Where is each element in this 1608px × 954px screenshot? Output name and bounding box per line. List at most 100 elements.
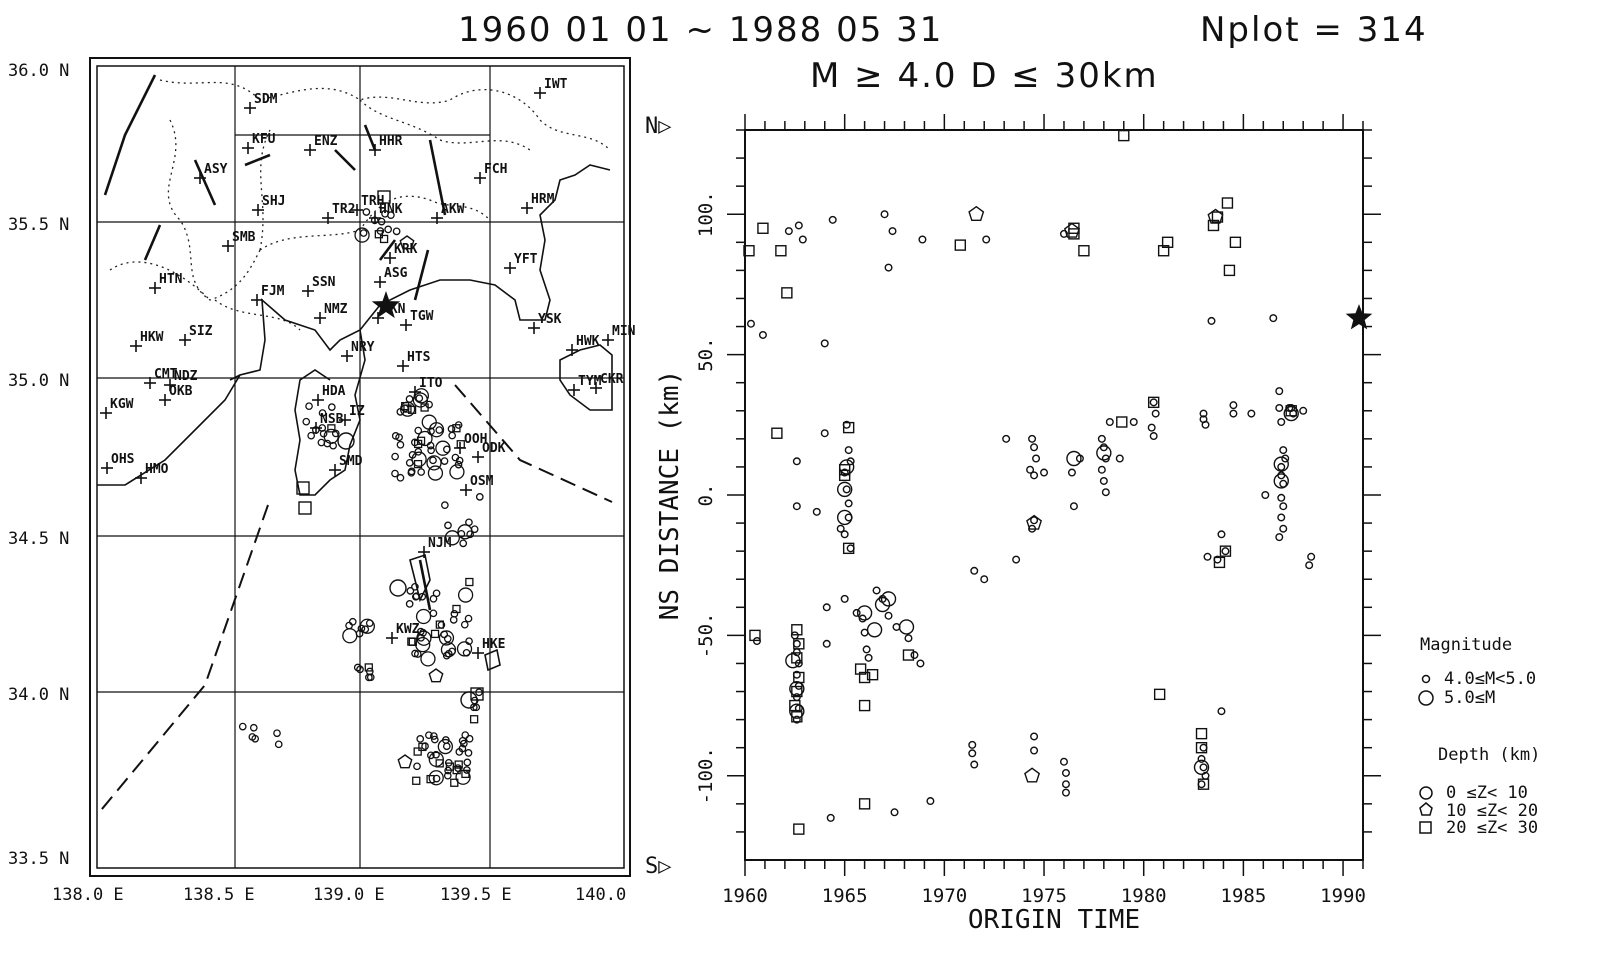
quake-point-deep bbox=[854, 663, 867, 675]
map-epicenter-deep bbox=[465, 577, 474, 587]
station-label: TYM bbox=[578, 374, 602, 389]
chart-period-title: 1960 01 01 ~ 1988 05 31 bbox=[458, 10, 944, 50]
quake-point-large bbox=[838, 459, 855, 475]
south-marker: S▷ bbox=[645, 854, 672, 879]
quake-point-small bbox=[1279, 502, 1288, 511]
map-epicenter-small bbox=[465, 518, 473, 527]
mainshock-star-map bbox=[371, 291, 401, 319]
y-tick-label: -100. bbox=[695, 747, 717, 804]
map-epicenter-small bbox=[377, 217, 386, 226]
station-label: ENZ bbox=[314, 134, 338, 149]
quake-point-small bbox=[1199, 409, 1208, 418]
map-epicenter-small bbox=[411, 582, 419, 591]
map-epicenter-deep bbox=[452, 765, 461, 775]
map-epicenter-deep bbox=[364, 663, 373, 672]
quake-point-small bbox=[826, 813, 835, 822]
station-label: SMD bbox=[339, 454, 363, 469]
map-epicenter-large bbox=[457, 524, 473, 540]
quake-point-small bbox=[822, 639, 831, 648]
map-epicenter-small bbox=[425, 400, 433, 409]
quake-point-small bbox=[864, 653, 873, 662]
legend-depth-title: Depth (km) bbox=[1438, 745, 1540, 765]
map-epicenter-small bbox=[429, 732, 438, 740]
map-epicenter-small bbox=[357, 624, 366, 633]
legend-mag-large-symbol bbox=[1418, 690, 1434, 706]
station-label: NMZ bbox=[324, 302, 348, 317]
lon-label-139-5: 139.5 E bbox=[440, 885, 512, 905]
map-epicenter-large bbox=[437, 738, 453, 755]
map-epicenter-deep bbox=[377, 190, 391, 204]
station-label: HNK bbox=[379, 202, 403, 217]
quake-point-small bbox=[852, 608, 861, 617]
quake-point-small bbox=[968, 749, 977, 758]
map-epicenter-small bbox=[457, 529, 466, 538]
station-label: NDZ bbox=[174, 369, 198, 384]
x-tick-label: 1990 bbox=[1320, 885, 1366, 907]
map-epicenter-large bbox=[427, 465, 444, 481]
quake-point-small bbox=[1197, 754, 1206, 763]
quake-point-deep bbox=[743, 245, 755, 257]
map-epicenter-small bbox=[444, 766, 452, 775]
quake-point-small bbox=[1279, 524, 1288, 533]
quake-point-small bbox=[1247, 409, 1256, 418]
legend-depth-2: 10 ≤Z< 20 bbox=[1446, 801, 1538, 821]
quake-point-small bbox=[828, 215, 837, 224]
lat-label-35-5: 35.5 N bbox=[8, 215, 69, 235]
quake-point-deep bbox=[1157, 245, 1170, 257]
map-epicenter-small bbox=[429, 594, 438, 603]
map-epicenter-deep bbox=[413, 747, 422, 756]
station-label: SIZ bbox=[189, 324, 213, 339]
map-epicenter-small bbox=[356, 665, 364, 674]
quake-point-deep bbox=[1211, 211, 1224, 223]
map-epicenter-small bbox=[447, 425, 456, 433]
map-epicenter-deep bbox=[379, 234, 389, 244]
quake-point-mid-depth bbox=[1063, 222, 1080, 238]
station-label: YFT bbox=[514, 252, 538, 267]
quake-point-deep bbox=[1229, 236, 1242, 249]
map-epicenter-small bbox=[353, 663, 362, 672]
quake-point-small bbox=[1203, 552, 1212, 561]
quake-point-small bbox=[792, 457, 801, 466]
map-epicenter-small bbox=[441, 501, 449, 509]
map-epicenter-large bbox=[444, 530, 460, 546]
map-epicenter-deep bbox=[412, 776, 421, 785]
plot-frame bbox=[744, 129, 1364, 861]
lon-label-138: 138.0 E bbox=[52, 885, 124, 905]
quake-point-small bbox=[812, 507, 821, 516]
station-label: ITO bbox=[419, 376, 443, 391]
y-tick-label: 100. bbox=[695, 191, 717, 237]
quake-point-deep bbox=[1118, 129, 1130, 142]
quake-point-small bbox=[1030, 732, 1039, 741]
map-epicenter-small bbox=[443, 445, 451, 454]
map-epicenter-large bbox=[337, 432, 355, 450]
map-epicenter-small bbox=[407, 467, 416, 476]
map-epicenter-small bbox=[405, 600, 414, 608]
station-label: ODK bbox=[482, 441, 506, 456]
station-label: KWZ bbox=[396, 622, 420, 637]
station-label: FJM bbox=[261, 284, 285, 299]
quake-point-deep bbox=[1219, 545, 1232, 557]
map-epicenter-small bbox=[413, 650, 422, 658]
quake-point-small bbox=[1061, 788, 1070, 797]
map-epicenter-deep bbox=[435, 759, 444, 768]
quake-point-small bbox=[1277, 471, 1286, 480]
station-label: FCH bbox=[484, 162, 507, 177]
station-label: HDA bbox=[322, 384, 346, 399]
station-label: OHS bbox=[111, 452, 135, 467]
map-epicenter-small bbox=[348, 617, 357, 626]
quake-point-small bbox=[1061, 768, 1070, 777]
map-epicenter-deep bbox=[452, 424, 461, 433]
quake-point-large bbox=[836, 481, 853, 498]
map-epicenter-small bbox=[455, 748, 464, 756]
y-tick-label: -50. bbox=[695, 613, 717, 659]
map-epicenter-large bbox=[413, 388, 430, 404]
quake-point-small bbox=[1105, 418, 1114, 427]
quake-point-small bbox=[1101, 488, 1110, 497]
selection-condition: M ≥ 4.0 D ≤ 30km bbox=[810, 56, 1159, 96]
quake-point-small bbox=[1030, 746, 1039, 755]
map-epicenter-small bbox=[426, 441, 435, 450]
ns-time-plot: 1960 1965 1970 1975 1980 1985 1990 100. 50. 0. -5… bbox=[645, 114, 1381, 935]
quake-point-large bbox=[1273, 473, 1289, 489]
x-ticks: 1960 1965 1970 1975 1980 1985 1990 bbox=[722, 114, 1366, 907]
map-epicenter-small bbox=[414, 426, 423, 435]
